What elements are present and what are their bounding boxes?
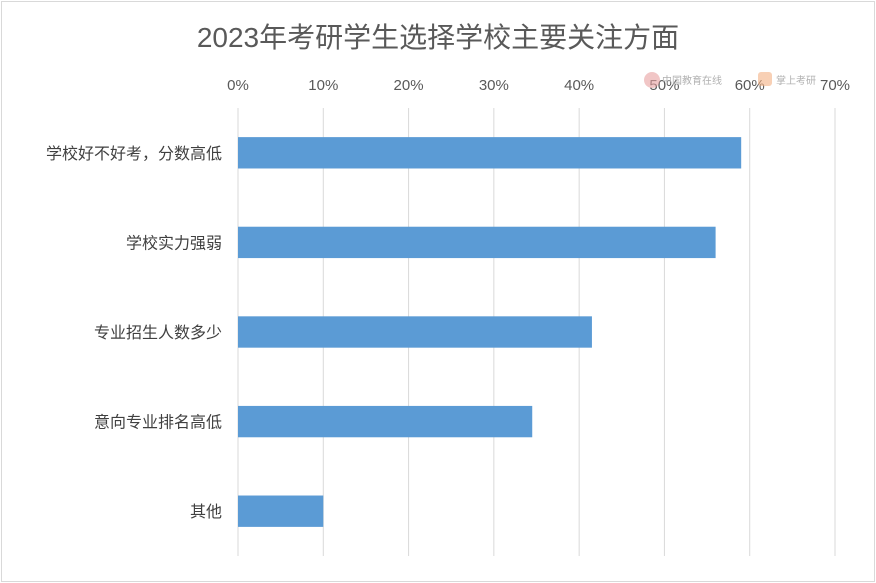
bar — [238, 405, 533, 438]
bar — [238, 137, 742, 169]
x-tick-label: 70% — [820, 77, 850, 94]
bars — [238, 137, 742, 527]
x-axis-tick-labels: 0% 10% 20% 30% 40% 50% 60% 70% — [227, 77, 850, 94]
watermark-logo-right-icon — [758, 72, 772, 86]
bar — [238, 316, 592, 348]
chart-title: 2023年考研学生选择学校主要关注方面 — [197, 22, 679, 53]
category-label: 学校实力强弱 — [126, 233, 222, 252]
x-tick-label: 40% — [564, 77, 594, 94]
x-tick-label: 30% — [479, 77, 509, 94]
x-tick-label: 0% — [227, 77, 249, 94]
watermark-logo-left-icon — [644, 72, 660, 88]
x-tick-label: 20% — [394, 77, 424, 94]
category-label: 专业招生人数多少 — [94, 323, 222, 342]
category-label: 意向专业排名高低 — [94, 413, 222, 432]
x-tick-label: 60% — [735, 77, 765, 94]
watermark-right-text: 掌上考研 — [776, 75, 816, 87]
watermark-left-text: 中国教育在线 — [662, 74, 722, 87]
category-label: 其他 — [190, 502, 222, 521]
bar — [238, 226, 716, 259]
x-tick-label: 10% — [308, 77, 338, 94]
category-label: 学校好不好考，分数高低 — [46, 144, 222, 163]
bar — [238, 495, 324, 527]
watermark: 中国教育在线 掌上考研 — [644, 72, 816, 88]
